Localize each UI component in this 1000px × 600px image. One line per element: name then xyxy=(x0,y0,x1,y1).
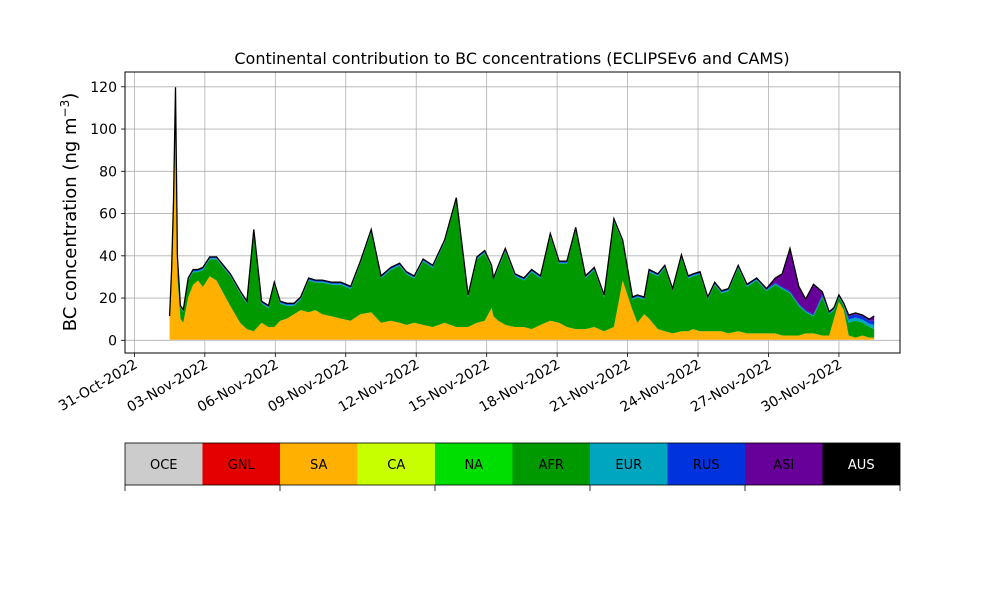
area-series-afr xyxy=(169,111,875,338)
legend-frame xyxy=(124,442,901,486)
legend-label-asi: ASI xyxy=(773,458,794,473)
legend-label-ca: CA xyxy=(387,458,405,473)
y-tick-label: 80 xyxy=(99,164,117,180)
legend-swatch-aus xyxy=(822,443,900,485)
total-outline xyxy=(168,87,875,320)
chart-title: Continental contribution to BC concentra… xyxy=(234,49,789,68)
legend-swatch-na xyxy=(435,443,513,485)
legend-swatch-rus xyxy=(667,443,745,485)
area-series-asi xyxy=(169,104,875,321)
y-axis-label: BC concentration (ng m−3) xyxy=(58,93,81,332)
legend-label-sa: SA xyxy=(310,458,327,473)
plot-frame xyxy=(124,71,901,354)
legend-swatch-eur xyxy=(590,443,668,485)
y-tick-label: 20 xyxy=(99,291,117,307)
y-tick-label: 100 xyxy=(90,122,117,138)
legend-colorbar: OCE GNL SA CA NA AFR EUR RUS ASI AUS xyxy=(124,442,901,491)
legend-label-eur: EUR xyxy=(615,458,642,473)
area-series-eur xyxy=(169,110,875,330)
legend-label-na: NA xyxy=(464,458,483,473)
area-series-oce xyxy=(169,339,875,341)
legend-label-gnl: GNL xyxy=(228,458,256,473)
legend-label-afr: AFR xyxy=(539,458,564,473)
legend-swatch-ca xyxy=(357,443,435,485)
legend-swatch-gnl xyxy=(202,443,280,485)
legend-swatch-asi xyxy=(745,443,823,485)
stacked-areas xyxy=(168,87,875,341)
legend-swatch-afr xyxy=(512,443,590,485)
legend-label-rus: RUS xyxy=(693,458,720,473)
legend-swatch-sa xyxy=(280,443,358,485)
y-tick-label: 60 xyxy=(99,207,117,223)
axes: 02040608010012031-Oct-202203-Nov-202206-… xyxy=(56,71,901,416)
y-tick-label: 0 xyxy=(108,333,117,349)
legend-swatch-oce xyxy=(125,443,203,485)
y-tick-label: 40 xyxy=(99,249,117,265)
legend-label-aus: AUS xyxy=(848,458,875,473)
legend-label-oce: OCE xyxy=(150,458,178,473)
y-tick-label: 120 xyxy=(90,80,117,96)
